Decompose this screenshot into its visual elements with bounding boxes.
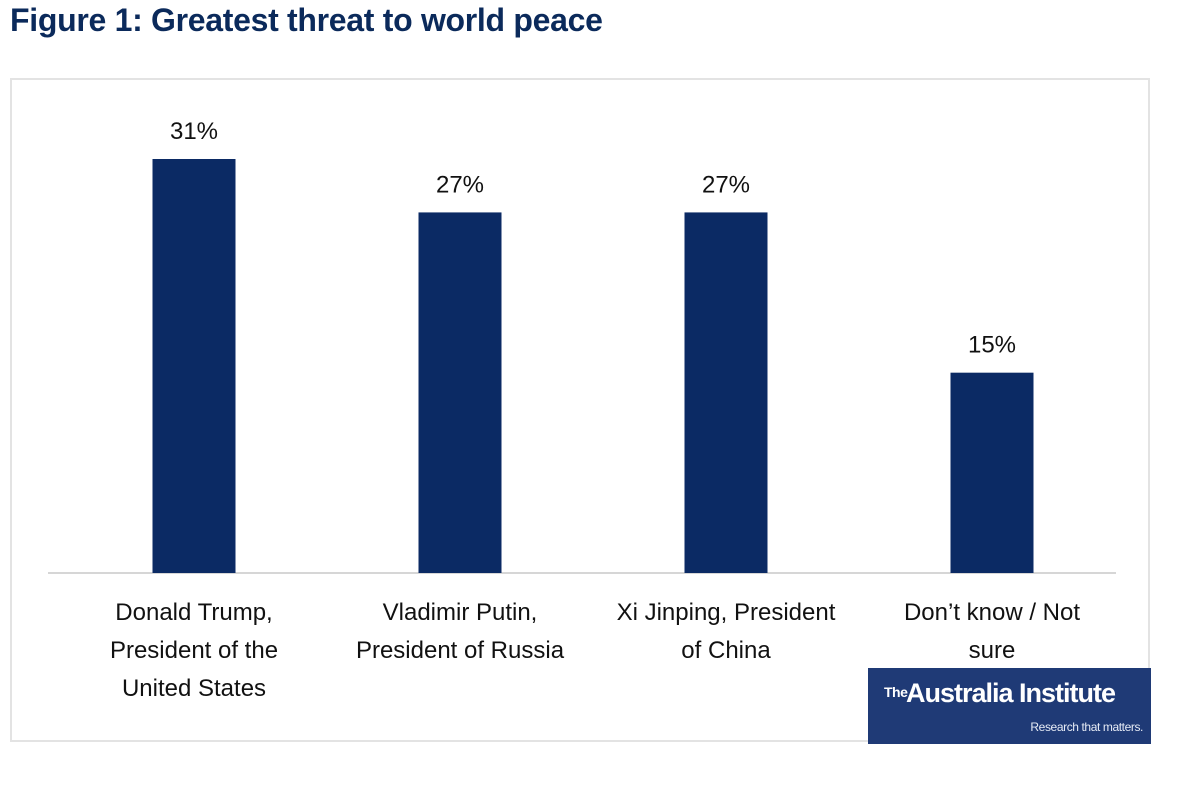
value-label-1: 27% [436,171,484,198]
bar-2 [684,212,768,573]
australia-institute-logo: The Australia Institute Research that ma… [868,668,1151,744]
value-labels-group: 31% 27% 27% 15% [170,118,1016,359]
logo-name: Australia Institute [906,678,1116,708]
category-labels-group: Donald Trump, President of the United Stat… [110,599,1080,702]
logo-tagline: Research that matters. [1030,720,1143,734]
value-label-2: 27% [702,171,750,198]
category-label-1: Vladimir Putin, President of Russia [356,599,565,664]
category-label-line: of China [681,637,771,664]
value-label-3: 15% [968,332,1016,359]
bar-0 [152,159,236,573]
value-label-0: 31% [170,118,218,145]
bar-chart: 31% 27% 27% 15% Donald Trump, President of t… [48,118,1116,702]
category-label-line: United States [122,675,266,702]
category-label-line: President of the [110,637,278,664]
category-label-0: Donald Trump, President of the United Stat… [110,599,278,702]
chart-frame: 31% 27% 27% 15% Donald Trump, President of t… [10,78,1150,742]
category-label-3: Don’t know / Not sure [904,599,1080,664]
category-label-line: Xi Jinping, President [617,599,836,626]
category-label-line: sure [969,637,1016,664]
bars-group [152,159,1034,573]
bar-1 [418,212,502,573]
bar-3 [950,372,1034,573]
category-label-line: Don’t know / Not [904,599,1080,626]
category-label-line: President of Russia [356,637,565,664]
logo-prefix: The [884,684,908,700]
category-label-2: Xi Jinping, President of China [617,599,836,664]
category-label-line: Donald Trump, [115,599,272,626]
chart-title: Figure 1: Greatest threat to world peace [10,2,603,38]
category-label-line: Vladimir Putin, [383,599,538,626]
